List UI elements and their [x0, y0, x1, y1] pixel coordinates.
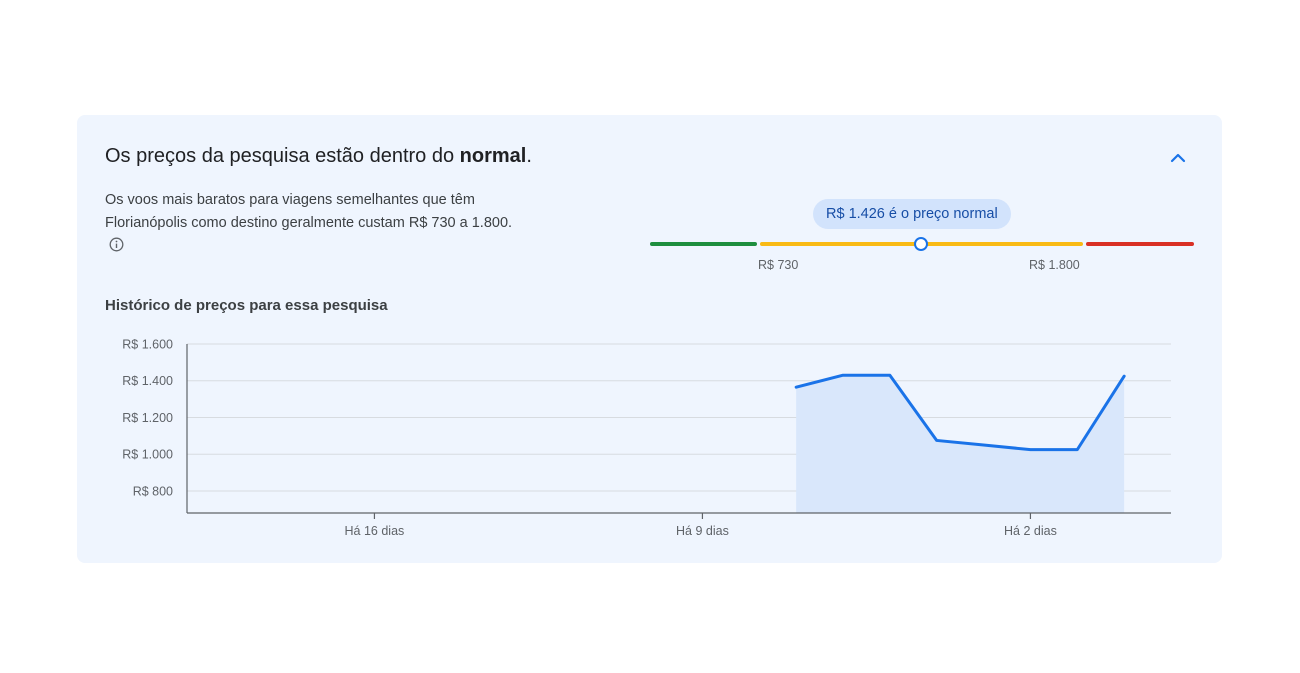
- y-tick-label: R$ 1.400: [122, 374, 173, 388]
- y-tick-label: R$ 800: [133, 484, 173, 498]
- low-range-label: R$ 730: [758, 258, 799, 272]
- y-tick-label: R$ 1.200: [122, 411, 173, 425]
- heading-prefix: Os preços da pesquisa estão dentro do: [105, 145, 460, 167]
- low-price-segment: [650, 242, 757, 246]
- y-tick-label: R$ 1.600: [122, 338, 173, 352]
- price-history-title: Histórico de preços para essa pesquisa: [105, 297, 388, 314]
- chevron-up-icon: [1170, 153, 1186, 163]
- collapse-button[interactable]: [1161, 143, 1195, 171]
- high-price-segment: [1086, 242, 1194, 246]
- price-line: [794, 373, 1126, 452]
- current-price-marker: [914, 237, 928, 251]
- x-tick-label: Há 16 dias: [345, 524, 405, 538]
- y-tick-label: R$ 1.000: [122, 448, 173, 462]
- price-description: Os voos mais baratos para viagens semelh…: [105, 189, 525, 260]
- description-text: Os voos mais baratos para viagens semelh…: [105, 192, 513, 231]
- price-insights-card: Os preços da pesquisa estão dentro do no…: [77, 115, 1222, 563]
- x-tick-label: Há 9 dias: [676, 524, 729, 538]
- info-icon[interactable]: [109, 237, 124, 260]
- heading-suffix: .: [526, 145, 532, 167]
- x-tick-label: Há 2 dias: [1004, 524, 1057, 538]
- price-status-heading: Os preços da pesquisa estão dentro do no…: [105, 145, 532, 168]
- heading-emphasis: normal: [459, 145, 527, 167]
- typical-price-tooltip: R$ 1.426 é o preço normal: [813, 199, 1011, 229]
- price-history-chart: R$ 1.600 R$ 1.400 R$ 1.200 R$ 1.000 R$ 800 Há…: [122, 338, 1171, 538]
- price-range-indicator: R$ 1.426 é o preço normal R$ 730 R$ 1.80…: [645, 197, 1197, 277]
- high-range-label: R$ 1.800: [1029, 258, 1080, 272]
